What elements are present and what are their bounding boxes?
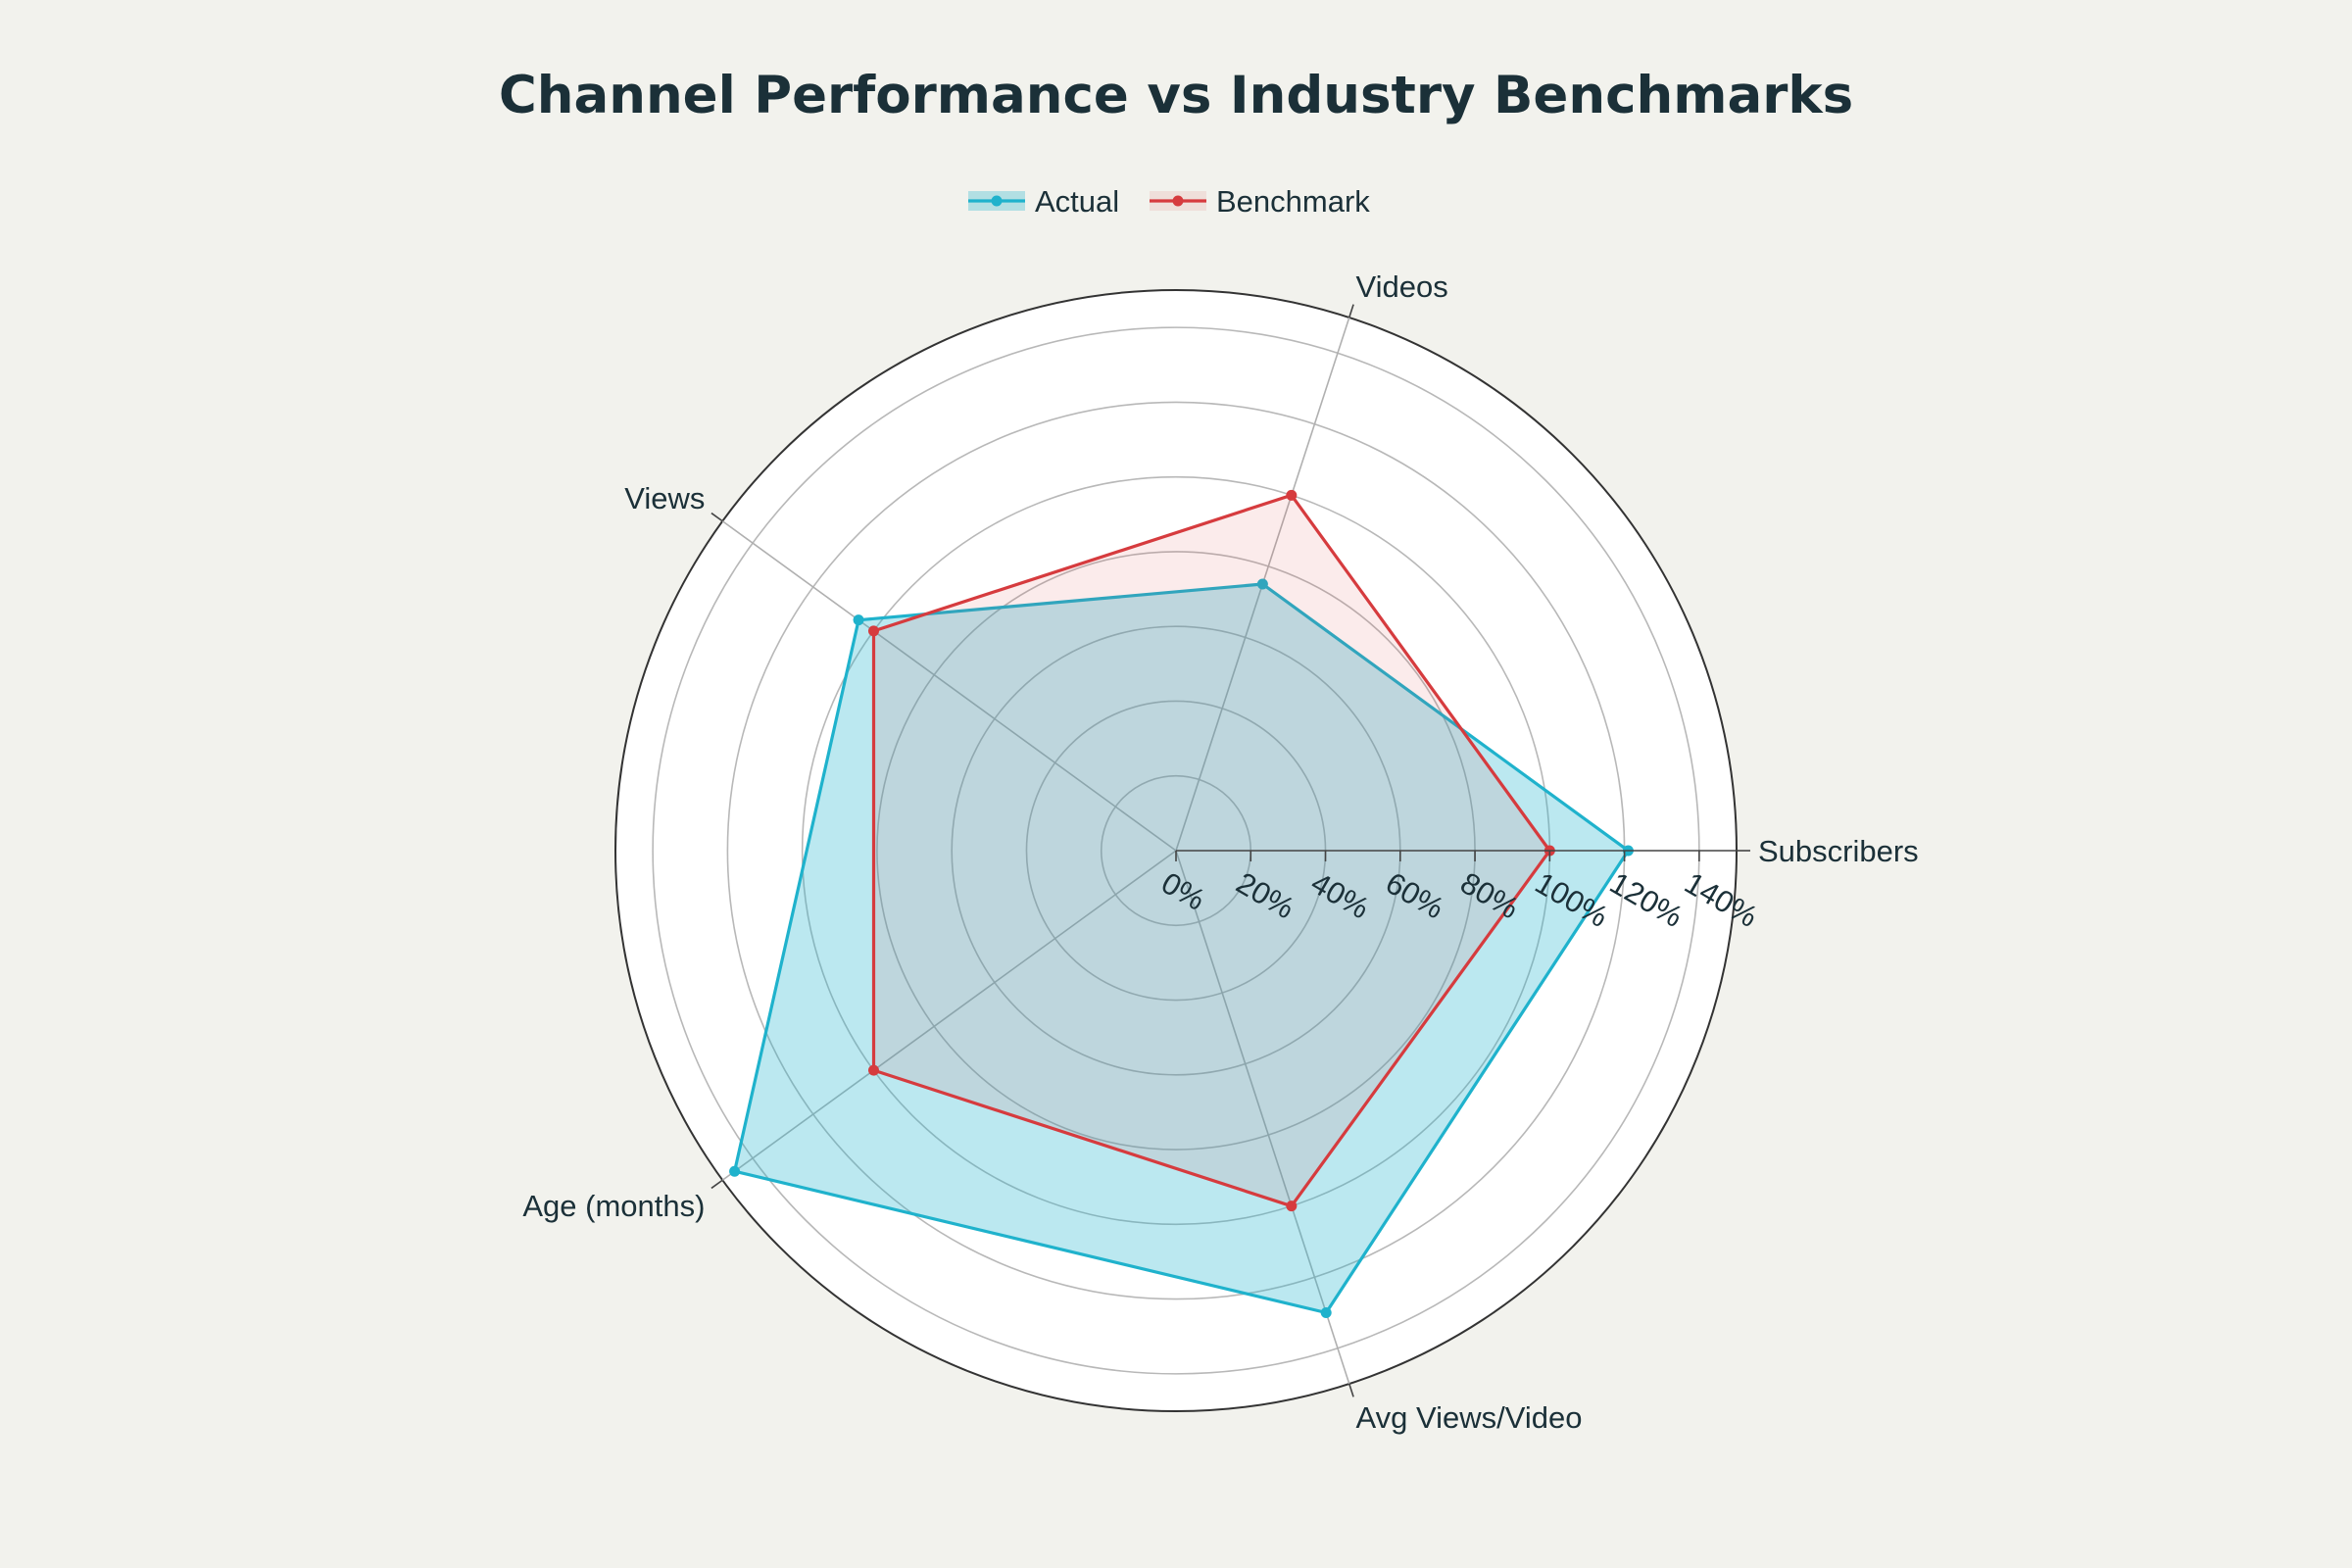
axis-label: Age (months) [522, 1189, 705, 1223]
legend[interactable]: Actual Benchmark [968, 184, 1370, 219]
series-area [734, 584, 1629, 1313]
axis-label: Subscribers [1758, 834, 1919, 868]
axis-spoke [721, 520, 1177, 852]
data-point [1320, 1306, 1332, 1318]
data-point [1286, 1200, 1298, 1212]
data-point [867, 1064, 879, 1076]
axis-spoke-tick [1348, 1383, 1354, 1397]
legend-label: Benchmark [1216, 184, 1370, 219]
series-line [871, 493, 1551, 1208]
legend-item[interactable]: Benchmark [1150, 184, 1370, 219]
data-point [853, 614, 864, 626]
axis-spoke-tick [1348, 304, 1354, 318]
legend-label: Actual [1035, 184, 1119, 219]
axis-spoke [721, 850, 1177, 1181]
data-point [867, 625, 879, 637]
data-point [1286, 489, 1298, 501]
axis-label: Views [624, 481, 705, 515]
series-line [732, 582, 1631, 1315]
axis-label: Videos [1356, 270, 1448, 304]
data-point [729, 1165, 741, 1177]
axis-spoke-tick [710, 512, 723, 522]
angular-axis-labels: Subscribers Videos Views Age (months) Avg Vi… [522, 270, 1918, 1435]
legend-item[interactable]: Actual [968, 184, 1119, 219]
axis-spoke-tick [710, 1179, 723, 1190]
legend-marker [991, 195, 1003, 207]
axis-spoke [1175, 850, 1350, 1385]
legend-marker [1172, 195, 1184, 207]
chart-title: Channel Performance vs Industry Benchmar… [499, 66, 1853, 125]
axis-label: Avg Views/Video [1356, 1400, 1583, 1435]
data-point [1256, 578, 1268, 590]
